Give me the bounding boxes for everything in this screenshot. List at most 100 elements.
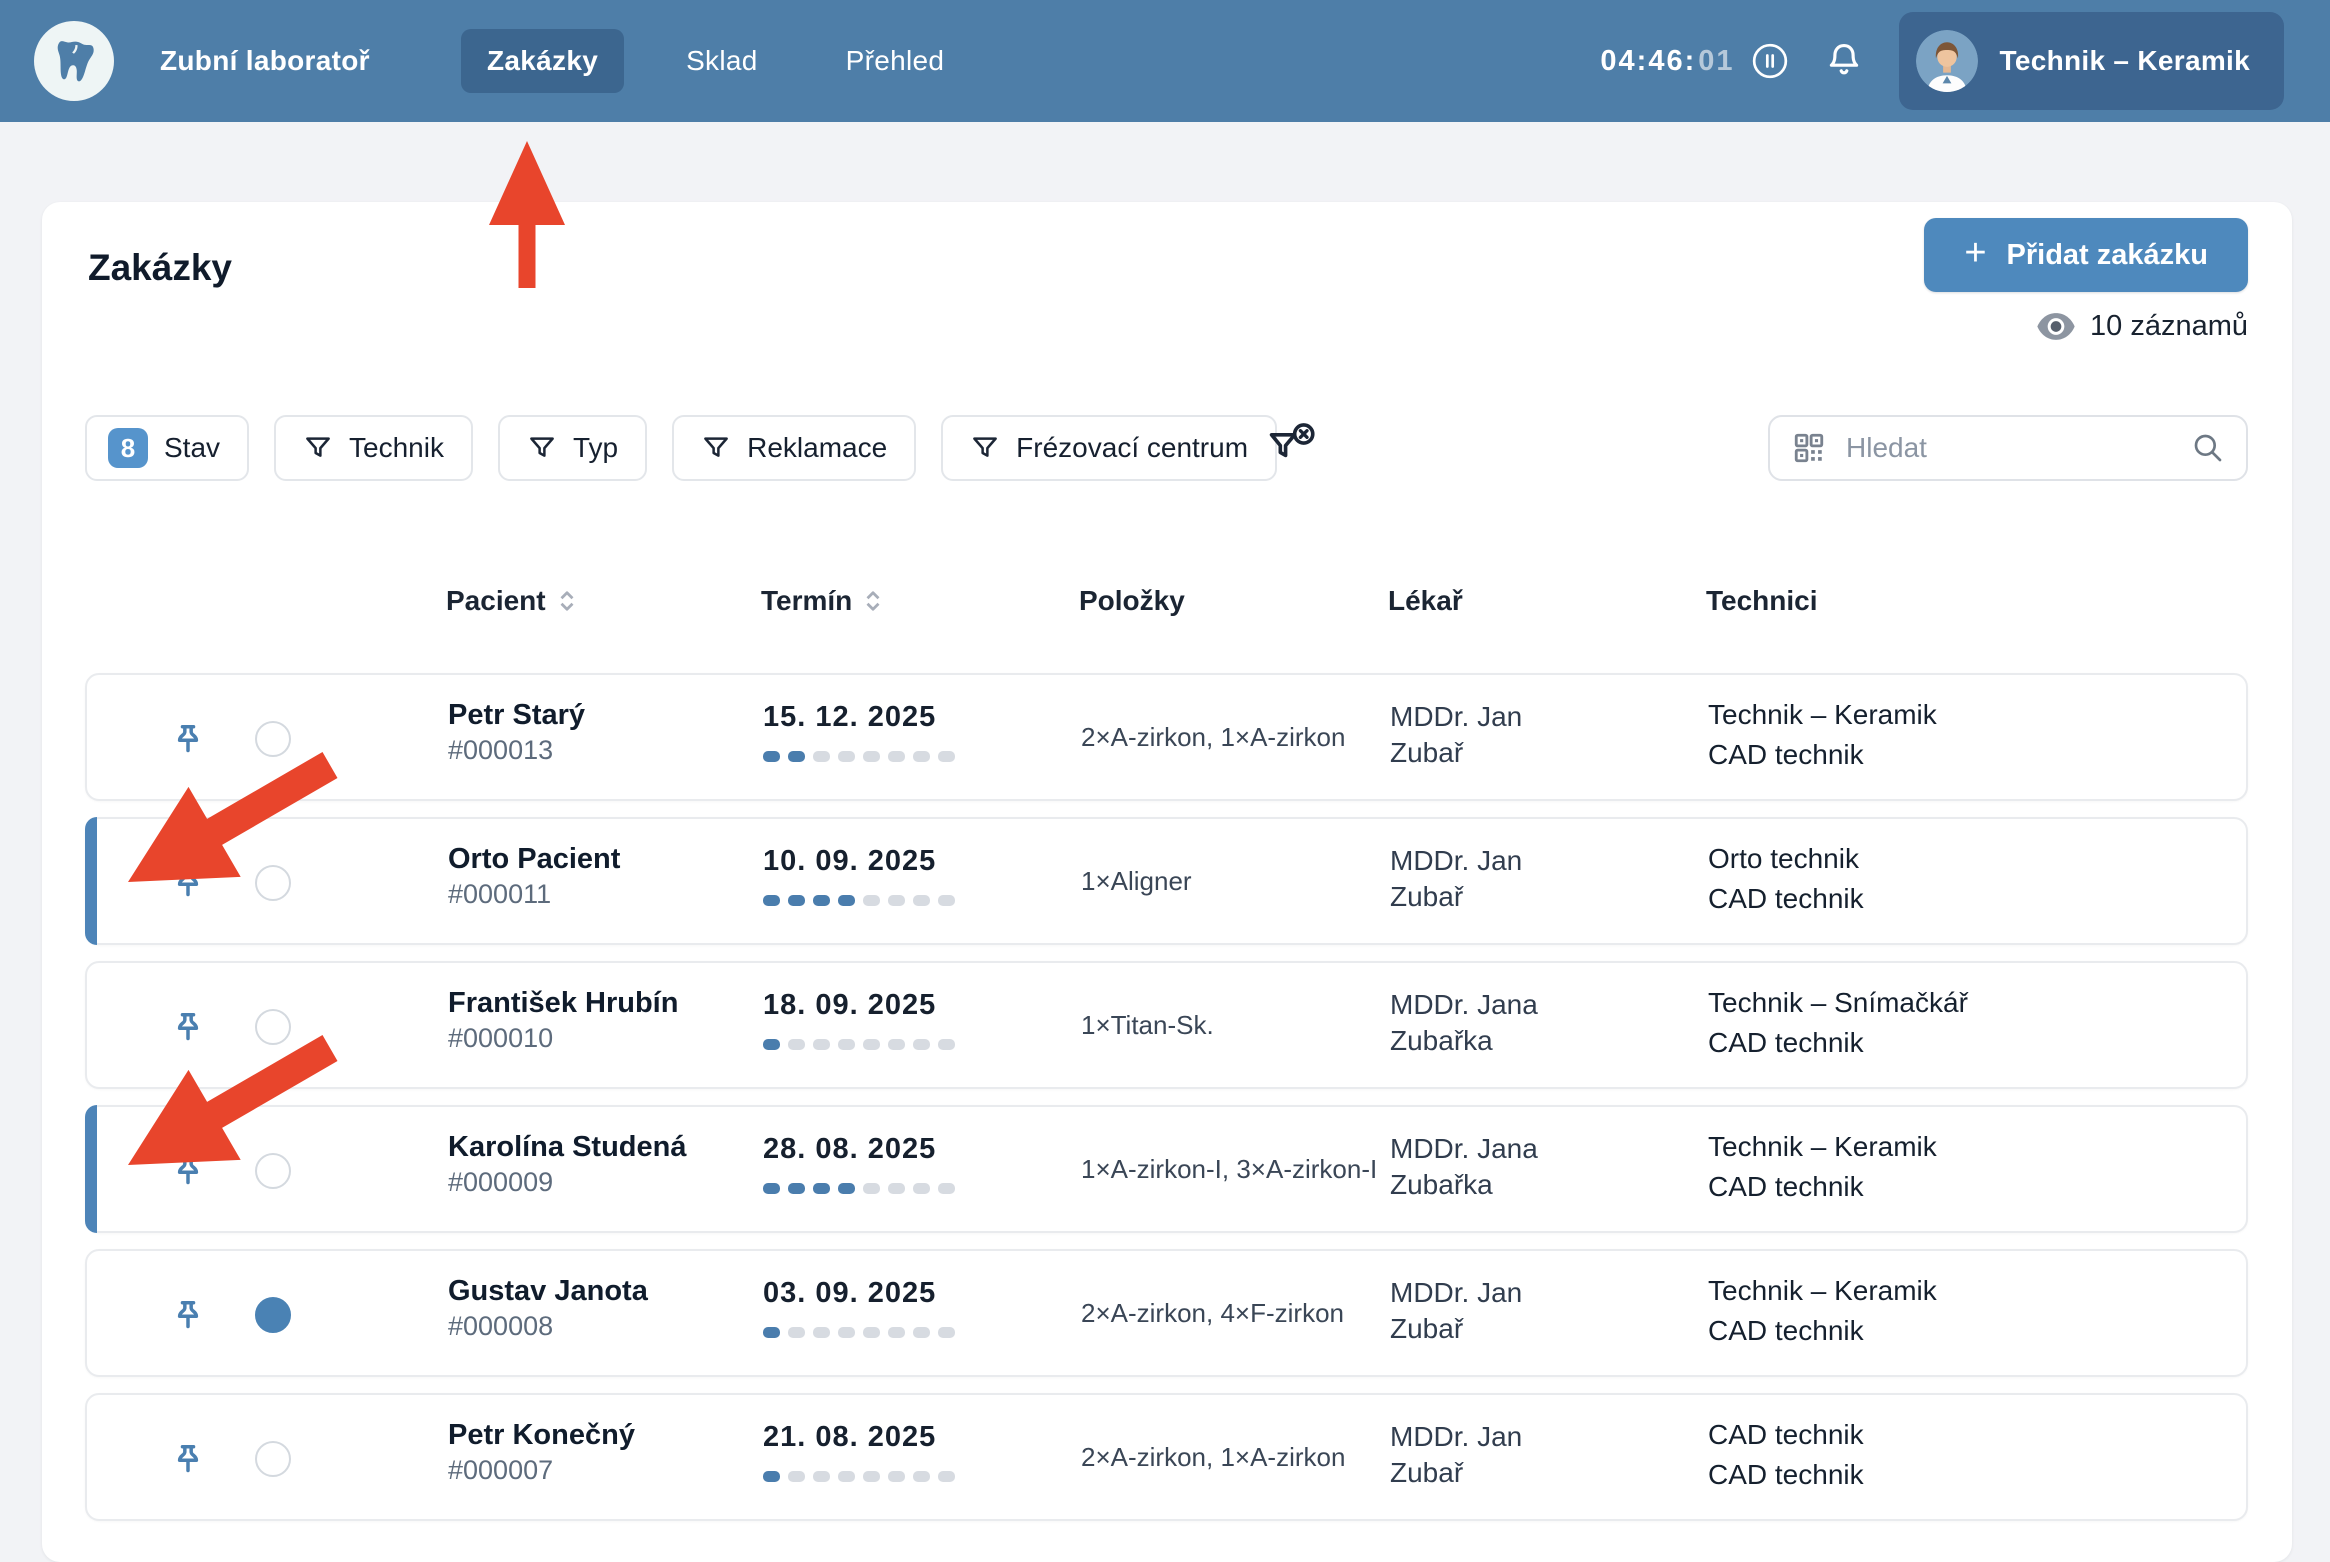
items-cell: 1×Aligner xyxy=(1081,865,1192,896)
table-header: Pacient Termín Položky Lékař Technici xyxy=(42,585,2292,619)
deadline-cell: 10. 09. 2025 xyxy=(763,845,955,906)
nav-tab-1[interactable]: Sklad xyxy=(660,29,784,93)
order-row[interactable]: Orto Pacient #000011 10. 09. 2025 1×Alig… xyxy=(85,817,2248,945)
row-radio[interactable] xyxy=(255,865,291,901)
user-name: Technik – Keramik xyxy=(1999,45,2250,76)
pin-button[interactable] xyxy=(169,1441,207,1484)
filter-label: Frézovací centrum xyxy=(1016,432,1249,463)
technicians-cell: Orto technik CAD technik xyxy=(1708,839,1864,919)
pin-button[interactable] xyxy=(169,1297,207,1340)
column-header-polozky: Položky xyxy=(1079,585,1185,616)
deadline-date: 21. 08. 2025 xyxy=(763,1421,937,1453)
patient-name: Petr Starý xyxy=(448,699,586,731)
funnel-icon xyxy=(973,437,998,457)
deadline-cell: 21. 08. 2025 xyxy=(763,1421,955,1482)
pin-button[interactable] xyxy=(169,865,207,908)
filter-button-2[interactable]: Typ xyxy=(497,415,648,481)
technicians-cell: Technik – Keramik CAD technik xyxy=(1708,695,1937,775)
pin-icon xyxy=(177,725,199,753)
funnel-icon xyxy=(530,437,554,457)
doctor-cell: MDDr. Jana Zubařka xyxy=(1390,1131,1538,1203)
nav-tabs: Zakázky Sklad Přehled xyxy=(461,0,970,122)
filter-button-0[interactable]: 8 Stav xyxy=(85,415,250,481)
order-row[interactable]: Petr Starý #000013 15. 12. 2025 2×A-zirk… xyxy=(85,673,2248,801)
row-radio[interactable] xyxy=(255,721,291,757)
items-cell: 2×A-zirkon, 1×A-zirkon xyxy=(1081,1441,1346,1472)
doctor-name-line1: MDDr. Jana xyxy=(1390,1133,1538,1164)
deadline-date: 15. 12. 2025 xyxy=(763,701,937,733)
notifications-button[interactable] xyxy=(1823,39,1865,83)
technician-2: CAD technik xyxy=(1708,1315,1864,1346)
funnel-icon xyxy=(306,437,330,457)
filter-label: Technik xyxy=(349,432,444,463)
pin-button[interactable] xyxy=(169,1153,207,1196)
user-avatar xyxy=(1915,30,1978,92)
order-number: #000008 xyxy=(448,1311,554,1341)
plus-icon: + xyxy=(1964,232,1987,274)
doctor-name-line2: Zubař xyxy=(1390,1457,1464,1488)
column-header-technici: Technici xyxy=(1706,585,1818,616)
technician-2: CAD technik xyxy=(1708,739,1864,770)
nav-tab-0[interactable]: Zakázky xyxy=(461,29,625,93)
patient-name: Karolína Studená xyxy=(448,1131,687,1163)
progress-bar xyxy=(763,1327,955,1338)
doctor-cell: MDDr. Jan Zubař xyxy=(1390,1275,1522,1347)
technician-2: CAD technik xyxy=(1708,1171,1864,1202)
row-radio[interactable] xyxy=(255,1297,291,1333)
order-row[interactable]: František Hrubín #000010 18. 09. 2025 1×… xyxy=(85,961,2248,1089)
column-header-lekar: Lékař xyxy=(1388,585,1463,616)
order-row[interactable]: Petr Konečný #000007 21. 08. 2025 2×A-zi… xyxy=(85,1393,2248,1521)
order-number: #000011 xyxy=(448,879,552,909)
filter-bar: 8 Stav Technik Typ Reklamace Frézovací centru… xyxy=(85,415,1278,481)
order-row[interactable]: Gustav Janota #000008 03. 09. 2025 2×A-z… xyxy=(85,1249,2248,1377)
nav-tab-2[interactable]: Přehled xyxy=(820,29,971,93)
filter-label: Stav xyxy=(164,432,221,463)
row-radio[interactable] xyxy=(255,1441,291,1477)
doctor-name-line2: Zubař xyxy=(1390,881,1464,912)
add-order-button[interactable]: + Přidat zakázku xyxy=(1924,218,2248,292)
pin-icon xyxy=(177,1445,199,1473)
technician-2: CAD technik xyxy=(1708,1027,1864,1058)
technicians-cell: CAD technik CAD technik xyxy=(1708,1415,1864,1495)
clear-filters-button[interactable] xyxy=(1264,420,1322,479)
doctor-name-line1: MDDr. Jan xyxy=(1390,1421,1523,1452)
pin-icon xyxy=(177,1157,199,1185)
pause-icon xyxy=(1752,43,1787,79)
search-input[interactable] xyxy=(1844,431,2174,465)
search-icon[interactable] xyxy=(2192,432,2224,464)
doctor-cell: MDDr. Jan Zubař xyxy=(1390,1419,1522,1491)
row-radio[interactable] xyxy=(255,1153,291,1189)
filter-label: Reklamace xyxy=(747,432,888,463)
filter-button-4[interactable]: Frézovací centrum xyxy=(941,415,1278,481)
technician-1: Technik – Snímačkář xyxy=(1708,987,1968,1018)
technician-1: Technik – Keramik xyxy=(1708,1275,1937,1306)
column-header-pacient[interactable]: Pacient xyxy=(446,585,578,617)
pin-icon xyxy=(177,1013,199,1041)
row-radio[interactable] xyxy=(255,1009,291,1045)
items-cell: 2×A-zirkon, 4×F-zirkon xyxy=(1081,1297,1344,1328)
patient-cell: Gustav Janota #000008 xyxy=(448,1273,648,1343)
qr-scan-icon xyxy=(1794,433,1824,463)
pin-button[interactable] xyxy=(169,1009,207,1052)
order-number: #000013 xyxy=(448,735,554,765)
order-number: #000007 xyxy=(448,1455,554,1485)
eye-icon xyxy=(2037,313,2075,340)
deadline-date: 03. 09. 2025 xyxy=(763,1277,937,1309)
order-row[interactable]: Karolína Studená #000009 28. 08. 2025 1×… xyxy=(85,1105,2248,1233)
column-header-termin[interactable]: Termín xyxy=(761,585,884,617)
tooth-icon xyxy=(57,41,94,82)
pin-button[interactable] xyxy=(169,721,207,764)
progress-bar xyxy=(763,1183,955,1194)
user-profile-button[interactable]: Technik – Keramik xyxy=(1898,12,2284,110)
filter-button-3[interactable]: Reklamace xyxy=(672,415,917,481)
row-highlight-bar xyxy=(85,817,97,945)
funnel-clear-icon xyxy=(1269,423,1315,458)
progress-bar xyxy=(763,895,955,906)
doctor-name-line1: MDDr. Jan xyxy=(1390,701,1523,732)
technicians-cell: Technik – Keramik CAD technik xyxy=(1708,1127,1937,1207)
deadline-cell: 15. 12. 2025 xyxy=(763,701,955,762)
timer-pause-button[interactable] xyxy=(1751,42,1789,80)
doctor-cell: MDDr. Jan Zubař xyxy=(1390,843,1522,915)
work-timer: 04:46: 01 xyxy=(1600,42,1788,80)
filter-button-1[interactable]: Technik xyxy=(274,415,473,481)
